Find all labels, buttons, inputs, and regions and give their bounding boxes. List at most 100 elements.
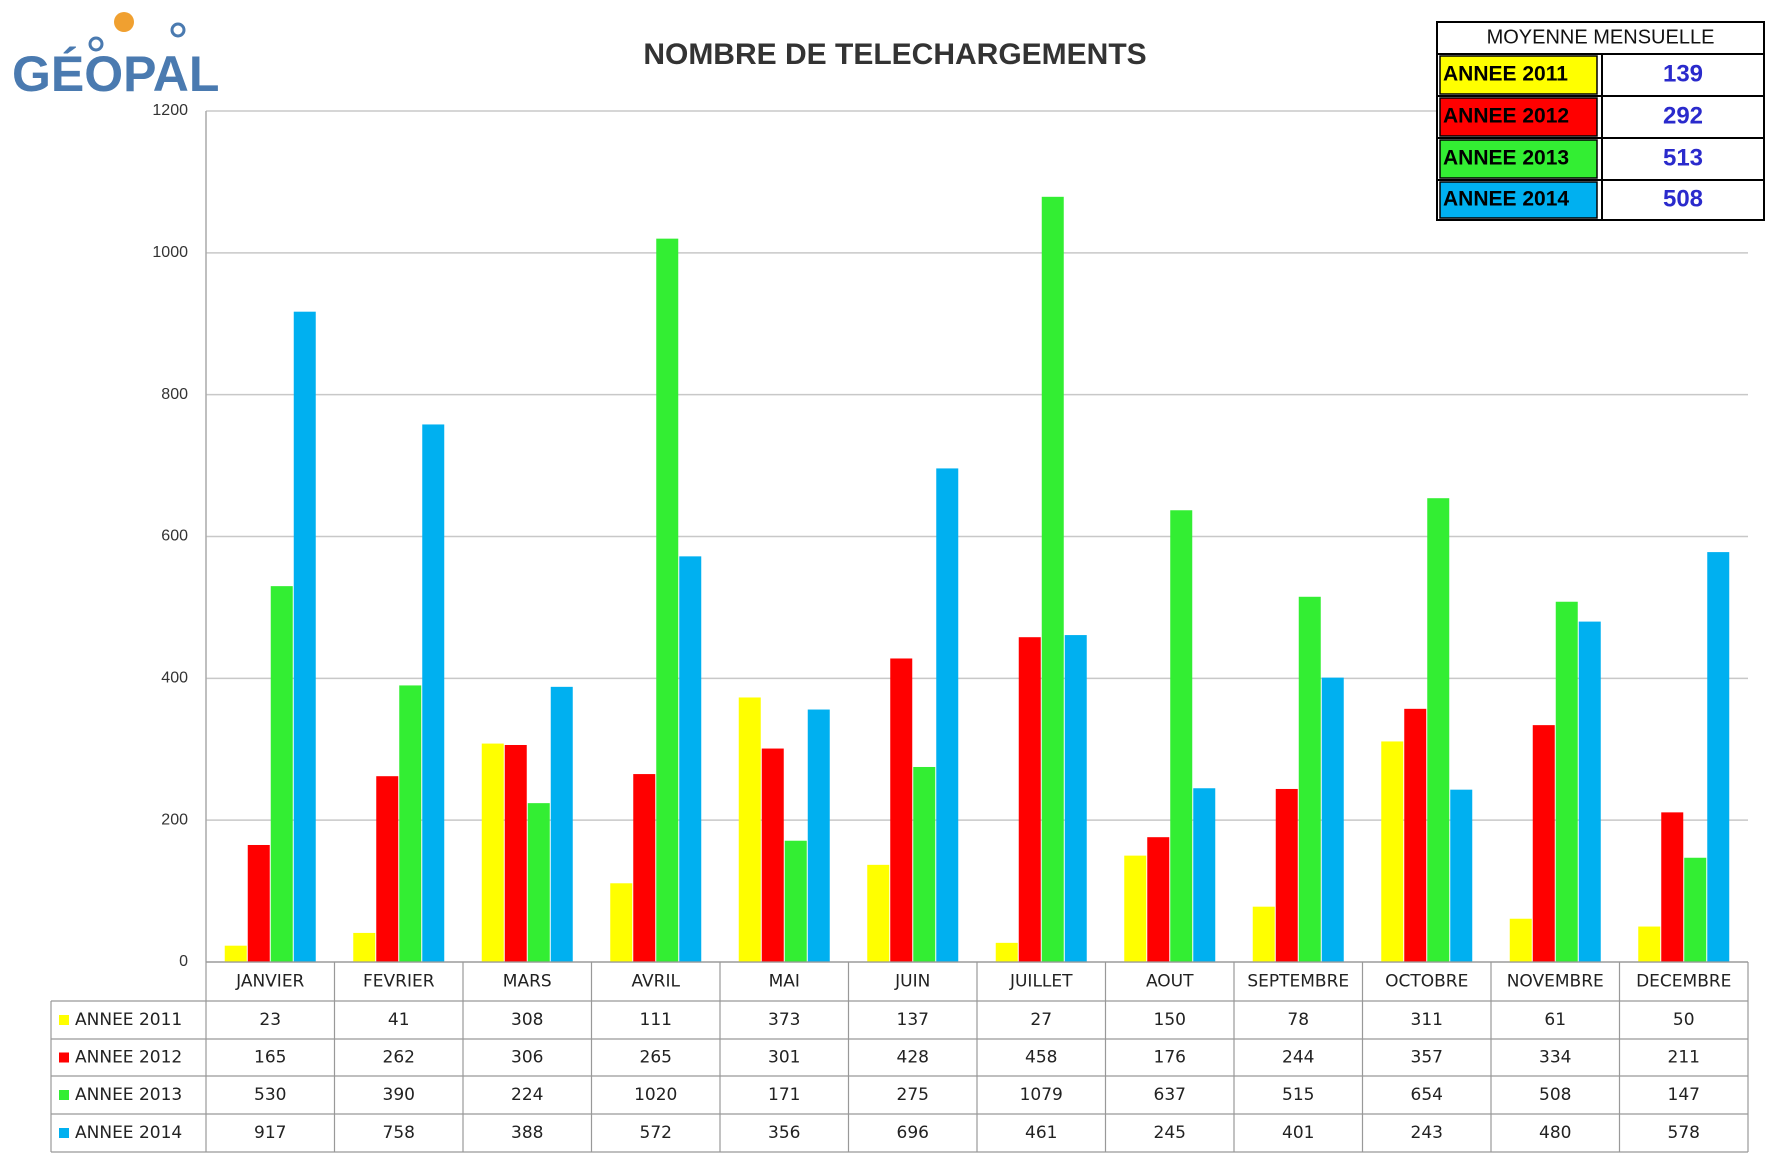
bar <box>995 942 1018 962</box>
table-cell: 530 <box>254 1085 286 1105</box>
bar <box>1638 926 1661 962</box>
legend-swatch <box>59 1052 69 1063</box>
x-tick-label: JUIN <box>894 972 930 992</box>
average-label-cell <box>1439 139 1598 179</box>
bar <box>1252 906 1275 962</box>
table-cell: 275 <box>897 1085 929 1105</box>
table-cell: 401 <box>1282 1123 1314 1143</box>
bar <box>1578 621 1601 962</box>
bar <box>247 844 270 962</box>
average-value: 508 <box>1663 185 1703 212</box>
y-tick-label: 1000 <box>152 244 188 261</box>
legend-label: ANNEE 2012 <box>75 1048 182 1068</box>
table-cell: 137 <box>897 1010 929 1030</box>
legend-label: ANNEE 2011 <box>75 1010 182 1030</box>
bar <box>913 766 936 962</box>
logo-dot <box>114 12 134 32</box>
table-cell: 458 <box>1025 1048 1057 1068</box>
table-cell: 224 <box>511 1085 543 1105</box>
bar <box>1684 857 1707 962</box>
table-cell: 308 <box>511 1010 543 1030</box>
y-tick-label: 800 <box>161 386 188 403</box>
average-label: ANNEE 2013 <box>1443 147 1569 170</box>
legend-label: ANNEE 2013 <box>75 1085 182 1105</box>
x-tick-label: MAI <box>769 972 800 992</box>
bar <box>1193 788 1216 962</box>
table-cell: 311 <box>1411 1010 1443 1030</box>
table-cell: 23 <box>259 1010 281 1030</box>
table-cell: 388 <box>511 1123 543 1143</box>
bar <box>679 556 702 962</box>
x-tick-label: AOUT <box>1146 972 1194 992</box>
table-cell: 111 <box>640 1010 672 1030</box>
bar <box>1532 725 1555 962</box>
bar <box>738 697 761 962</box>
legend-label: ANNEE 2014 <box>75 1123 182 1143</box>
average-label-cell <box>1439 97 1598 137</box>
logo-dot <box>88 36 104 52</box>
table-cell: 147 <box>1668 1085 1700 1105</box>
bar <box>1064 635 1087 962</box>
bar <box>807 709 830 962</box>
bar <box>1381 741 1404 962</box>
table-cell: 461 <box>1025 1123 1057 1143</box>
x-tick-label: SEPTEMBRE <box>1247 972 1349 992</box>
table-cell: 1020 <box>634 1085 677 1105</box>
table-cell: 357 <box>1411 1048 1443 1068</box>
bar <box>610 883 633 962</box>
bar <box>1661 812 1684 962</box>
table-cell: 150 <box>1154 1010 1186 1030</box>
table-cell: 390 <box>383 1085 415 1105</box>
table-cell: 171 <box>768 1085 800 1105</box>
table-cell: 356 <box>768 1123 800 1143</box>
table-cell: 917 <box>254 1123 286 1143</box>
bar <box>1041 196 1064 962</box>
table-cell: 515 <box>1282 1085 1314 1105</box>
x-tick-label: FEVRIER <box>363 972 435 992</box>
y-tick-label: 200 <box>161 811 188 828</box>
table-cell: 654 <box>1411 1085 1443 1105</box>
table-cell: 165 <box>254 1048 286 1068</box>
average-value: 513 <box>1663 144 1703 171</box>
bar <box>527 803 550 962</box>
table-cell: 306 <box>511 1048 543 1068</box>
legend-swatch <box>59 1128 69 1138</box>
bar <box>1170 510 1193 962</box>
table-cell: 245 <box>1154 1123 1186 1143</box>
table-cell: 61 <box>1544 1010 1566 1030</box>
x-tick-label: AVRIL <box>632 972 681 992</box>
bar <box>550 686 573 962</box>
bar <box>224 945 247 962</box>
table-cell: 334 <box>1539 1048 1571 1068</box>
bar <box>353 932 376 962</box>
bar <box>481 743 504 962</box>
bar <box>422 424 445 962</box>
y-tick-label: 0 <box>179 953 188 970</box>
table-cell: 428 <box>897 1048 929 1068</box>
table-cell: 758 <box>383 1123 415 1143</box>
table-cell: 301 <box>768 1048 800 1068</box>
table-cell: 373 <box>768 1010 800 1030</box>
bar <box>1555 601 1578 962</box>
average-label: ANNEE 2014 <box>1443 188 1569 211</box>
x-tick-label: JUILLET <box>1009 972 1073 992</box>
average-value: 292 <box>1663 102 1703 129</box>
logo-dot <box>170 22 186 38</box>
table-cell: 176 <box>1154 1048 1186 1068</box>
table-cell: 265 <box>640 1048 672 1068</box>
legend-swatch <box>59 1015 69 1025</box>
y-tick-label: 1200 <box>152 102 188 119</box>
table-cell: 508 <box>1539 1085 1571 1105</box>
bar <box>1707 552 1730 962</box>
bar <box>293 311 316 962</box>
bar <box>1321 677 1344 962</box>
table-cell: 578 <box>1668 1123 1700 1143</box>
table-cell: 244 <box>1282 1048 1314 1068</box>
table-cell: 78 <box>1287 1010 1309 1030</box>
table-cell: 41 <box>388 1010 410 1030</box>
chart-title: NOMBRE DE TELECHARGEMENTS <box>643 38 1146 71</box>
bar <box>656 238 679 962</box>
table-cell: 696 <box>897 1123 929 1143</box>
y-tick-label: 600 <box>161 528 188 545</box>
